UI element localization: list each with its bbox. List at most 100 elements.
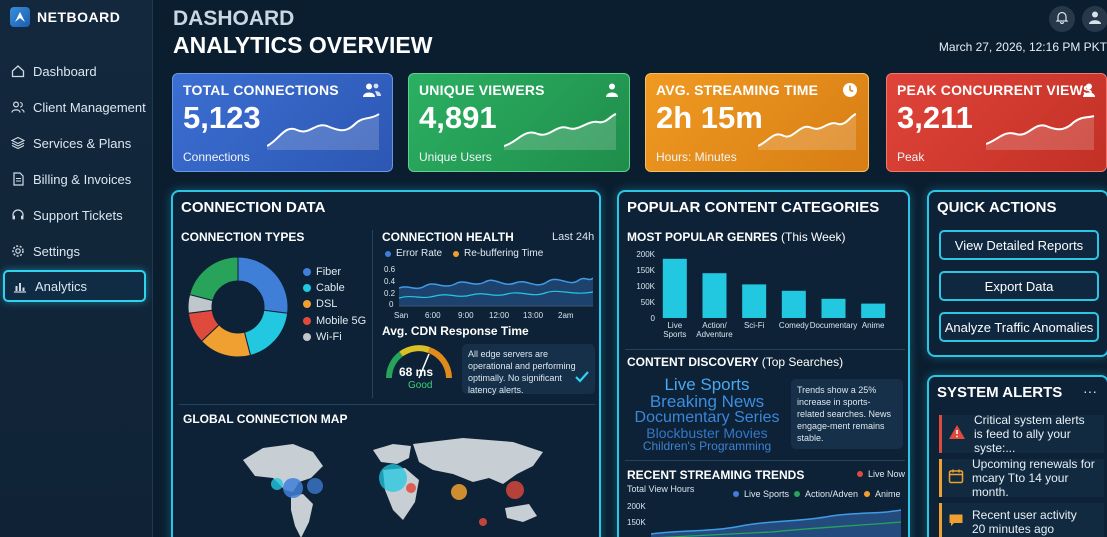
sidebar-item-services-plans[interactable]: Services & Plans: [3, 127, 146, 159]
legend-label: Live Sports: [744, 489, 790, 499]
home-icon: [11, 64, 25, 78]
chat-icon: [948, 512, 964, 533]
cdn-response-title: Avg. CDN Response Time: [382, 324, 529, 338]
page-title: ANALYTICS OVERVIEW: [173, 32, 433, 58]
alert-detail: 20 minutes ago: [972, 522, 1055, 536]
ytick-label: 100K: [636, 282, 655, 291]
divider: [179, 404, 595, 405]
genre-bar: [662, 258, 687, 318]
sidebar-item-settings[interactable]: Settings: [3, 235, 146, 267]
kpi-sub: Peak: [897, 150, 925, 164]
kpi-card-peak-concurrent-views[interactable]: PEAK CONCURRENT VIEWS 3,211 Peak: [886, 73, 1107, 172]
cdn-value: 68 ms: [399, 365, 434, 379]
sidebar-item-client-management[interactable]: Client Management: [3, 91, 146, 123]
legend-action-adventure: Action/Adven: [794, 489, 858, 499]
view-detailed-reports-button[interactable]: View Detailed Reports: [939, 230, 1099, 260]
kpi-card-total-connections[interactable]: TOTAL CONNECTIONS 5,123 Connections: [172, 73, 393, 172]
alert-item[interactable]: Critical system alerts is feed to ally yo…: [939, 413, 1104, 455]
ytick: 0.2: [384, 289, 396, 298]
trends-ylabel: Total View Hours: [627, 484, 695, 494]
cdn-status: Good: [408, 380, 433, 391]
global-connection-map: [243, 438, 543, 537]
more-options-button[interactable]: ···: [1083, 383, 1097, 399]
legend-label: DSL: [316, 298, 338, 310]
legend-label: Error Rate: [396, 248, 443, 259]
category-label: Anime: [862, 321, 885, 330]
alert-item[interactable]: Recent user activity 20 minutes ago: [939, 503, 1104, 537]
discovery-period: (Top Searches): [761, 355, 844, 369]
legend-label: Action/Adven: [805, 489, 859, 499]
ytick: 150K: [627, 518, 646, 527]
ytick: 0.4: [384, 277, 396, 286]
avatar-icon: [1087, 9, 1103, 30]
genre-bar: [821, 298, 846, 318]
connection-types-title: CONNECTION TYPES: [181, 230, 305, 244]
alert-title: Upcoming renewals for: [972, 457, 1095, 471]
kpi-card-avg-streaming-time[interactable]: AVG. STREAMING TIME 2h 15m Hours: Minute…: [645, 73, 869, 172]
alert-title: Recent user activity: [972, 508, 1077, 522]
search-tag[interactable]: Documentary Series: [634, 409, 780, 426]
kpi-sparkline: [758, 113, 857, 150]
profile-button[interactable]: [1082, 6, 1107, 32]
legend-mobile-5g: Mobile 5G: [303, 315, 366, 327]
search-tag[interactable]: Children's Programming: [642, 439, 772, 453]
legend-dot: [453, 250, 459, 257]
divider: [625, 460, 905, 461]
cdn-note: All edge servers are operational and per…: [468, 349, 576, 395]
sidebar-item-label: Services & Plans: [33, 135, 132, 151]
panel-title: SYSTEM ALERTS: [937, 384, 1063, 401]
notifications-button[interactable]: [1049, 6, 1075, 32]
search-tag[interactable]: Blockbuster Movies: [646, 425, 768, 441]
sidebar-item-label: Client Management: [33, 99, 146, 115]
kpi-label: PEAK CONCURRENT VIEWS: [897, 82, 1093, 98]
kpi-sub: Unique Users: [419, 150, 492, 164]
search-tag[interactable]: Live Sports: [664, 375, 750, 394]
sidebar-item-analytics[interactable]: Analytics: [3, 270, 146, 302]
warning-icon: [948, 424, 966, 445]
legend-label: Fiber: [316, 266, 342, 278]
sidebar-item-billing-invoices[interactable]: Billing & Invoices: [3, 163, 146, 195]
sidebar-item-support-tickets[interactable]: Support Tickets: [3, 199, 146, 231]
streaming-trends-title: RECENT STREAMING TRENDS: [627, 468, 805, 482]
legend-label: Re-buffering Time: [464, 248, 544, 259]
category-label: Action/: [702, 321, 727, 330]
user-icon: [605, 82, 619, 103]
kpi-card-unique-viewers[interactable]: UNIQUE VIEWERS 4,891 Unique Users: [408, 73, 630, 172]
xtick: 12:00: [489, 311, 510, 320]
search-tag[interactable]: Breaking News: [649, 392, 765, 411]
legend-label: Wi-Fi: [316, 331, 342, 343]
app-logo[interactable]: NETBOARD: [10, 7, 120, 27]
legend-dot: [303, 300, 311, 308]
sidebar-item-label: Analytics: [35, 278, 88, 294]
legend-dot: [385, 250, 391, 257]
category-label: Adventure: [696, 330, 733, 339]
legend-error-rate: Error Rate: [385, 248, 442, 259]
trend-note: Trends show a 25% increase in sports-rel…: [791, 379, 903, 449]
ytick: 0: [389, 300, 394, 309]
analyze-traffic-anomalies-button[interactable]: Analyze Traffic Anomalies: [939, 312, 1099, 342]
ytick: 200K: [627, 502, 646, 511]
global-map-title: GLOBAL CONNECTION MAP: [183, 412, 348, 426]
xtick: 6:00: [425, 311, 441, 320]
headset-icon: [11, 208, 25, 222]
genre-bar: [861, 303, 886, 318]
kpi-value: 3,211: [897, 100, 973, 135]
kpi-value: 4,891: [419, 100, 497, 135]
streaming-trends-chart: [651, 509, 901, 537]
xtick: San: [394, 311, 409, 320]
gear-icon: [11, 244, 25, 258]
ytick-label: 50K: [641, 298, 656, 307]
genres-title-text: MOST POPULAR GENRES: [627, 230, 778, 244]
connection-health-chart: [399, 277, 593, 307]
sidebar-item-dashboard[interactable]: Dashboard: [3, 55, 146, 87]
export-data-button[interactable]: Export Data: [939, 271, 1099, 301]
system-alerts-panel: SYSTEM ALERTS ··· Critical system alerts…: [927, 375, 1107, 537]
legend-dsl: DSL: [303, 298, 337, 310]
legend-dot: [303, 268, 311, 276]
divider: [625, 349, 905, 350]
legend-anime: Anime: [864, 489, 901, 499]
alert-item[interactable]: Upcoming renewals for mcary Tto 14 your m…: [939, 457, 1104, 499]
connection-health-title: CONNECTION HEALTH: [382, 230, 514, 244]
live-now-indicator: Live Now: [857, 469, 905, 479]
page-title-line1: DASHOARD: [173, 7, 295, 30]
